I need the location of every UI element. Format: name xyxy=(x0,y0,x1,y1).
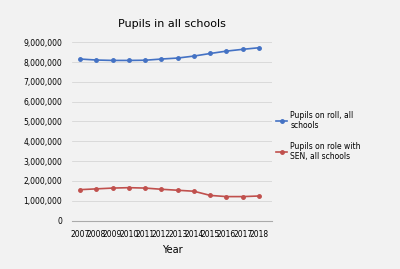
Pupils on role with
SEN, all schools xyxy=(159,188,164,191)
Pupils on role with
SEN, all schools xyxy=(126,186,131,189)
Pupils on role with
SEN, all schools xyxy=(143,186,148,190)
Pupils on roll, all
schools xyxy=(159,57,164,61)
Pupils on role with
SEN, all schools xyxy=(110,186,115,190)
Pupils on role with
SEN, all schools xyxy=(78,188,82,191)
Pupils on roll, all
schools xyxy=(208,52,213,55)
Pupils on roll, all
schools xyxy=(143,59,148,62)
Pupils on role with
SEN, all schools xyxy=(208,194,213,197)
Pupils on roll, all
schools xyxy=(78,57,82,61)
Pupils on role with
SEN, all schools xyxy=(192,190,196,193)
Pupils on roll, all
schools xyxy=(126,59,131,62)
Pupils on roll, all
schools xyxy=(224,49,229,53)
Line: Pupils on role with
SEN, all schools: Pupils on role with SEN, all schools xyxy=(78,186,261,198)
X-axis label: Year: Year xyxy=(162,245,182,255)
Pupils on roll, all
schools xyxy=(175,56,180,60)
Pupils on roll, all
schools xyxy=(110,59,115,62)
Pupils on roll, all
schools xyxy=(240,48,245,51)
Pupils on role with
SEN, all schools xyxy=(224,195,229,198)
Pupils on roll, all
schools xyxy=(94,58,99,62)
Pupils on role with
SEN, all schools xyxy=(256,194,261,198)
Title: Pupils in all schools: Pupils in all schools xyxy=(118,19,226,29)
Pupils on role with
SEN, all schools xyxy=(240,195,245,198)
Legend: Pupils on roll, all
schools, Pupils on role with
SEN, all schools: Pupils on roll, all schools, Pupils on r… xyxy=(276,111,361,161)
Pupils on role with
SEN, all schools xyxy=(175,189,180,192)
Pupils on roll, all
schools xyxy=(192,54,196,58)
Pupils on role with
SEN, all schools xyxy=(94,187,99,190)
Line: Pupils on roll, all
schools: Pupils on roll, all schools xyxy=(78,46,261,62)
Pupils on roll, all
schools xyxy=(256,46,261,49)
